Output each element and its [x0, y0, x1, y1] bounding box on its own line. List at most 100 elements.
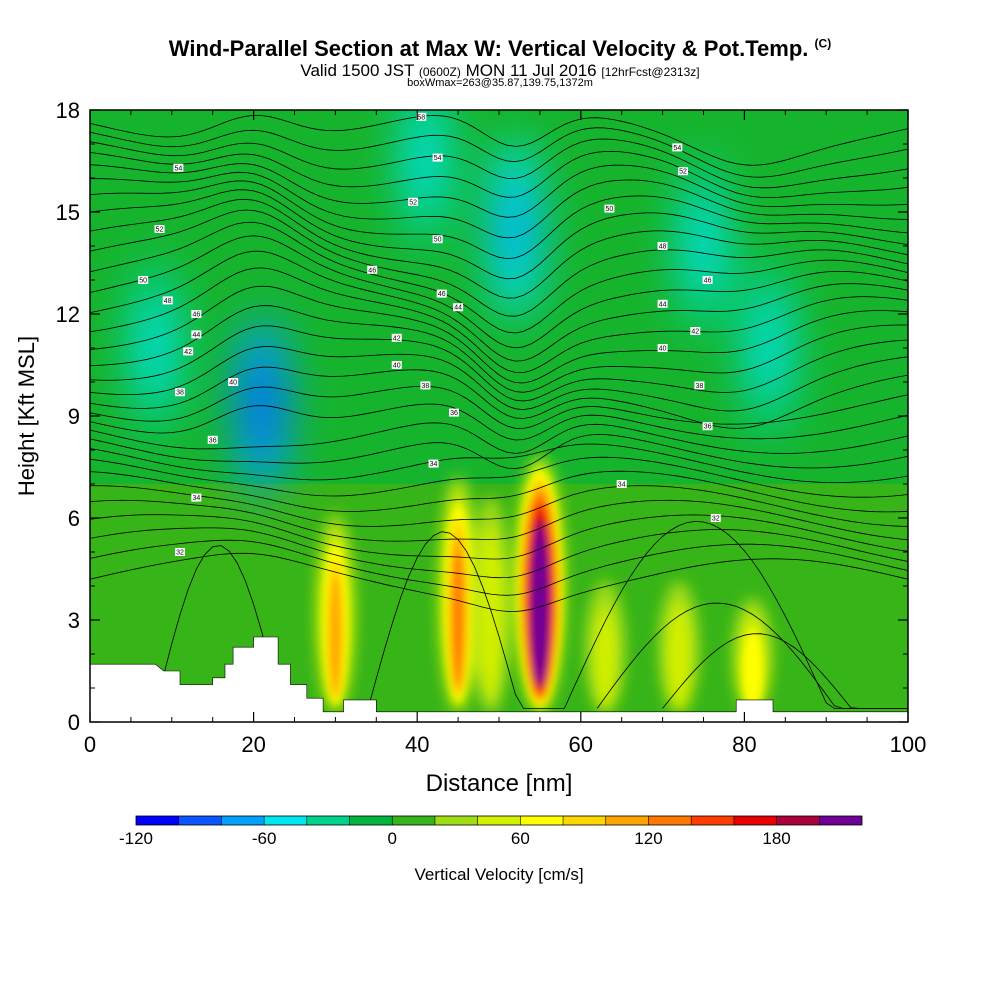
- x-axis-label: Distance [nm]: [426, 770, 573, 797]
- updraft-0-level-260: [537, 547, 543, 677]
- isentrope-5: [90, 485, 908, 527]
- contour-label-text-35: 32: [176, 550, 184, 557]
- contour-label-box-17: [191, 310, 202, 318]
- contour-label-box-18: [191, 330, 202, 339]
- contour-label-1: 54: [173, 163, 184, 172]
- contour-label-text-33: 34: [192, 495, 200, 502]
- contour-label-0: 58: [416, 112, 427, 121]
- contour-label-7: 52: [154, 225, 165, 234]
- colorbar-tick-label-1: -60: [252, 829, 277, 848]
- isentrope-4: [90, 499, 908, 542]
- chart-title: Wind-Parallel Section at Max W: Vertical…: [0, 36, 1000, 62]
- contour-label-27: 38: [174, 388, 185, 397]
- contour-label-text-26: 38: [696, 383, 704, 390]
- isentrope-19: [90, 250, 908, 362]
- contour-label-box-1: [173, 163, 184, 172]
- contour-label-26: 38: [694, 381, 705, 390]
- isentrope-10: [90, 422, 908, 454]
- contour-label-31: 34: [428, 459, 439, 468]
- downdraft-core-4: [754, 298, 783, 398]
- contour-label-box-5: [408, 197, 419, 206]
- colorbar: -120 -60 0 60 120 180 Vertical Velocity [cm/s]: [119, 815, 863, 884]
- isentrope-30: [90, 127, 908, 178]
- colorbar-swatch-0: [136, 816, 179, 825]
- contour-label-6: 50: [604, 204, 615, 213]
- contour-label-text-5: 52: [409, 199, 417, 206]
- y-tick-label-6: 18: [56, 98, 80, 123]
- contour-label-box-13: [436, 289, 447, 298]
- isentrope-9: [90, 433, 908, 470]
- x-tick-label-5: 100: [890, 732, 927, 757]
- contour-label-19: 42: [690, 327, 701, 336]
- colorbar-swatch-13: [691, 816, 734, 825]
- updraft-2-level-100: [329, 574, 341, 696]
- downdraft-core-3: [141, 298, 170, 398]
- contour-label-text-27: 38: [176, 390, 184, 397]
- x-tick-label-3: 60: [569, 732, 593, 757]
- x-tick-label-0: 0: [84, 732, 96, 757]
- contour-label-text-28: 36: [450, 410, 458, 417]
- contour-label-text-18: 44: [192, 332, 200, 339]
- contour-labels: 58 54 54 54 52 52 50 52 50 48 46 50 46 46 48 44 44 46 44 42…: [138, 112, 721, 557]
- y-tick-label-4: 12: [56, 302, 80, 327]
- contour-label-22: 40: [657, 344, 668, 353]
- plot-area: 58 54 54 54 52 52 50 52 50 48 46 50 46 46 48 44 44 46 44 42…: [90, 110, 908, 722]
- contour-label-17: 46: [191, 310, 202, 319]
- contour-label-3: 54: [672, 143, 683, 152]
- potential-temperature-contours: [90, 114, 908, 709]
- updraft-1-level-120: [453, 549, 463, 687]
- contour-label-21: 42: [183, 347, 194, 356]
- contour-label-15: 44: [453, 303, 464, 312]
- isentrope-7: [90, 456, 908, 498]
- contour-label-13: 46: [436, 289, 447, 298]
- contour-label-box-21: [183, 347, 194, 356]
- contour-label-box-23: [391, 361, 402, 369]
- isentrope-31: [90, 114, 908, 166]
- colorbar-tick-label-2: 0: [388, 829, 397, 848]
- contour-label-text-13: 46: [438, 291, 446, 298]
- contour-label-text-14: 48: [164, 298, 172, 305]
- contour-label-box-33: [191, 493, 202, 502]
- isentrope-14: [90, 346, 908, 412]
- contour-label-text-7: 52: [156, 227, 164, 234]
- contour-label-text-29: 36: [704, 424, 712, 431]
- colorbar-swatch-6: [392, 816, 435, 825]
- contour-label-text-31: 34: [430, 461, 438, 468]
- contour-label-box-20: [391, 333, 402, 342]
- contour-label-text-10: 46: [368, 267, 376, 274]
- contour-label-2: 54: [432, 153, 443, 162]
- x-tick-label-2: 40: [405, 732, 429, 757]
- isentrope-28: [90, 150, 908, 199]
- chart-subtitle-boxwmax: boxWmax=263@35.87,139.75,1372m: [407, 77, 593, 89]
- contour-label-text-24: 40: [229, 380, 237, 387]
- contour-label-20: 42: [391, 333, 402, 342]
- contour-label-12: 46: [702, 276, 713, 285]
- isentrope-27: [90, 163, 908, 218]
- contour-label-box-7: [154, 225, 165, 233]
- isentrope-0: [90, 552, 908, 612]
- chart-title-text: Wind-Parallel Section at Max W: Vertical…: [168, 36, 809, 61]
- colorbar-swatch-15: [776, 816, 820, 825]
- contour-label-text-9: 48: [659, 244, 667, 251]
- chart-subtitle: Valid 1500 JST (0600Z) MON 11 Jul 2016 […: [0, 61, 1000, 81]
- contour-label-text-34: 32: [712, 516, 720, 523]
- contour-label-text-15: 44: [454, 305, 462, 312]
- isentrope-25: [90, 180, 908, 260]
- isentrope-dome-4: [662, 633, 908, 709]
- contour-label-text-4: 52: [679, 169, 687, 176]
- contour-label-24: 40: [228, 378, 239, 387]
- contour-label-text-16: 44: [659, 301, 667, 308]
- contour-label-25: 38: [420, 381, 431, 390]
- y-tick-label-5: 15: [56, 200, 80, 225]
- colorbar-frame: [135, 815, 863, 826]
- contour-label-text-30: 36: [209, 437, 217, 444]
- contour-label-box-27: [174, 388, 185, 397]
- contour-label-text-12: 46: [704, 278, 712, 285]
- updraft-5-level-40: [477, 525, 505, 704]
- isentrope-3: [90, 514, 908, 560]
- contour-label-32: 34: [616, 480, 627, 489]
- colorbar-swatch-1: [178, 816, 222, 825]
- contour-label-8: 50: [432, 235, 443, 244]
- contour-label-box-0: [416, 112, 427, 121]
